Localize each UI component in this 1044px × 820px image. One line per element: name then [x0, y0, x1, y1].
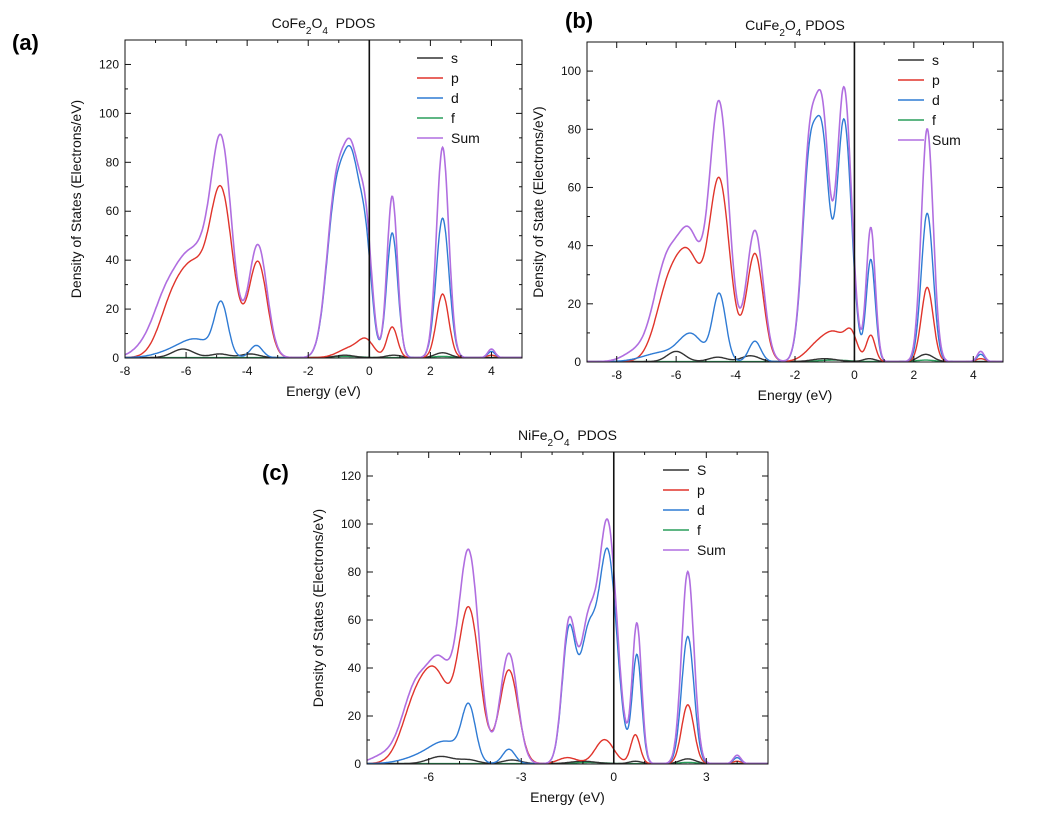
- x-tick-label-b: 4: [970, 368, 977, 382]
- x-tick-label-c: 3: [703, 770, 710, 784]
- plot-frame-a: [124, 39, 523, 359]
- y-tick-label-c: 40: [348, 661, 362, 675]
- series-d-b: [587, 114, 1003, 362]
- legend-label-p-c: p: [697, 482, 705, 498]
- x-tick-label-c: 0: [610, 770, 617, 784]
- series-s-c: [367, 755, 768, 764]
- chart-title-c: NiFe2O4 PDOS: [518, 427, 617, 449]
- x-tick-label-a: 4: [488, 364, 495, 378]
- series-d-a: [125, 145, 522, 358]
- legend-label-s-a: s: [451, 50, 458, 66]
- x-tick-label-b: -8: [611, 368, 622, 382]
- legend-label-d-b: d: [932, 92, 940, 108]
- legend-label-p-a: p: [451, 70, 459, 86]
- y-tick-label-c: 100: [341, 517, 361, 531]
- title-part-c: 2: [548, 438, 554, 449]
- y-tick-label-b: 60: [568, 180, 582, 194]
- y-tick-label-c: 80: [348, 565, 362, 579]
- x-axis-label-c: Energy (eV): [530, 789, 605, 805]
- x-tick-label-a: -4: [242, 364, 253, 378]
- panel-label-c: (c): [262, 460, 289, 485]
- x-tick-label-a: 0: [366, 364, 373, 378]
- x-tick-label-b: 0: [851, 368, 858, 382]
- title-part-c: O: [553, 427, 564, 443]
- series-sum-b: [587, 85, 1003, 362]
- x-tick-label-b: -4: [730, 368, 741, 382]
- y-tick-label-b: 40: [568, 239, 582, 253]
- y-tick-label-b: 100: [561, 64, 581, 78]
- legend-label-p-b: p: [932, 72, 940, 88]
- x-tick-label-a: -2: [303, 364, 314, 378]
- y-tick-label-c: 0: [354, 757, 361, 771]
- series-sum-c: [367, 518, 768, 764]
- y-tick-label-b: 80: [568, 122, 582, 136]
- y-tick-label-a: 60: [106, 204, 120, 218]
- y-tick-label-a: 20: [106, 302, 120, 316]
- title-part-b: PDOS: [801, 17, 845, 33]
- plot-frame-c: [366, 451, 769, 765]
- x-tick-label-a: -6: [181, 364, 192, 378]
- legend-label-d-c: d: [697, 502, 705, 518]
- panel-label-b: (b): [565, 8, 594, 33]
- curves-b: [587, 85, 1003, 362]
- title-part-a: O: [311, 15, 322, 31]
- legend-label-d-a: d: [451, 90, 459, 106]
- legend-label-s-c: S: [697, 462, 706, 478]
- title-part-b: 2: [779, 28, 785, 39]
- legend-label-f-b: f: [932, 112, 936, 128]
- title-part-b: 4: [796, 28, 802, 39]
- legend-label-s-b: s: [932, 52, 939, 68]
- series-d-c: [367, 547, 768, 764]
- title-part-a: 2: [306, 26, 312, 37]
- title-part-c: 4: [564, 438, 570, 449]
- x-tick-label-b: -6: [671, 368, 682, 382]
- series-p-a: [125, 184, 522, 358]
- series-p-c: [367, 605, 768, 764]
- chart-title-a: CoFe2O4 PDOS: [272, 15, 376, 37]
- x-tick-label-b: 2: [911, 368, 918, 382]
- x-tick-label-b: -2: [790, 368, 801, 382]
- y-tick-label-a: 120: [99, 57, 119, 71]
- y-tick-label-c: 60: [348, 613, 362, 627]
- x-tick-label-a: 2: [427, 364, 434, 378]
- y-axis-label-b: Density of State (Electrons/eV): [530, 106, 546, 297]
- y-tick-label-a: 0: [112, 351, 119, 365]
- legend-label-sum-a: Sum: [451, 130, 480, 146]
- y-tick-label-c: 20: [348, 709, 362, 723]
- title-part-b: CuFe: [745, 17, 779, 33]
- x-tick-label-c: -3: [516, 770, 527, 784]
- series-sum-a: [125, 133, 522, 358]
- x-axis-label-b: Energy (eV): [758, 387, 833, 403]
- x-tick-label-c: -6: [423, 770, 434, 784]
- curves-c: [367, 518, 768, 764]
- curves-a: [125, 133, 522, 358]
- title-part-c: NiFe: [518, 427, 548, 443]
- title-part-a: 4: [322, 26, 328, 37]
- y-axis-label-c: Density of States (Electrons/eV): [310, 509, 326, 707]
- y-axis-label-a: Density of States (Electrons/eV): [68, 100, 84, 298]
- title-part-a: PDOS: [328, 15, 375, 31]
- y-tick-label-c: 120: [341, 469, 361, 483]
- legend-label-f-c: f: [697, 522, 701, 538]
- y-tick-label-b: 20: [568, 297, 582, 311]
- chart-title-b: CuFe2O4 PDOS: [745, 17, 845, 39]
- x-tick-label-a: -8: [120, 364, 131, 378]
- title-part-b: O: [785, 17, 796, 33]
- y-tick-label-a: 80: [106, 155, 120, 169]
- x-axis-label-a: Energy (eV): [286, 383, 361, 399]
- y-tick-label-a: 40: [106, 253, 120, 267]
- y-tick-label-a: 100: [99, 106, 119, 120]
- legend-label-sum-c: Sum: [697, 542, 726, 558]
- title-part-a: CoFe: [272, 15, 306, 31]
- title-part-c: PDOS: [570, 427, 617, 443]
- chart-c: -6 -3 0 3 0 20 40 60 80 100 120 Energy (eV) Density …: [310, 427, 769, 805]
- legend-label-f-a: f: [451, 110, 455, 126]
- panel-label-a: (a): [12, 30, 39, 55]
- y-tick-label-b: 0: [574, 355, 581, 369]
- legend-label-sum-b: Sum: [932, 132, 961, 148]
